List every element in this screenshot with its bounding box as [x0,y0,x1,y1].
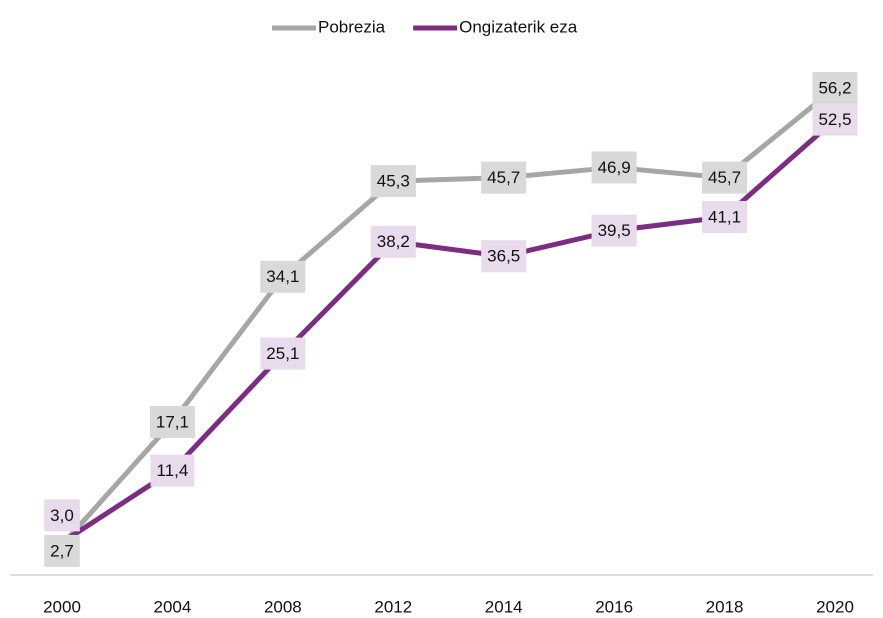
x-tick-label: 2000 [43,597,81,616]
label-box [702,200,748,233]
data-label: 39,5 [598,221,631,240]
label-box [370,165,416,198]
legend-label: Pobrezia [318,17,386,36]
data-label: 56,2 [818,78,851,97]
data-label: 11,4 [157,461,189,480]
label-box [812,72,858,104]
data-label: 3,0 [50,506,74,525]
x-tick-label: 2012 [374,597,412,616]
label-box [702,161,748,194]
x-tick-label: 2016 [595,597,633,616]
x-tick-label: 2018 [706,597,744,616]
data-label: 38,2 [377,232,410,251]
data-label: 41,1 [708,207,741,226]
label-box [44,499,80,532]
data-label: 45,7 [708,168,741,187]
data-label: 36,5 [487,247,520,266]
data-label: 17,1 [156,412,189,431]
label-box [591,151,637,184]
label-box [150,454,195,487]
label-box [260,260,306,293]
label-box [149,405,195,438]
label-box [370,225,416,258]
x-tick-label: 2004 [154,597,192,616]
data-label: 46,9 [598,158,631,177]
label-box [44,534,80,567]
data-label: 45,3 [377,172,410,191]
data-label: 25,1 [266,344,299,363]
label-box [260,337,306,370]
label-box [591,214,637,247]
x-tick-label: 2020 [816,597,854,616]
label-box [812,103,858,136]
data-label: 2,7 [50,541,74,560]
data-label: 52,5 [818,110,851,129]
data-label: 45,7 [487,168,520,187]
label-box [481,240,527,273]
x-tick-label: 2014 [485,597,523,616]
label-box [481,161,527,194]
data-label: 34,1 [266,267,299,286]
legend-label: Ongizaterik eza [459,17,578,36]
x-tick-label: 2008 [264,597,302,616]
